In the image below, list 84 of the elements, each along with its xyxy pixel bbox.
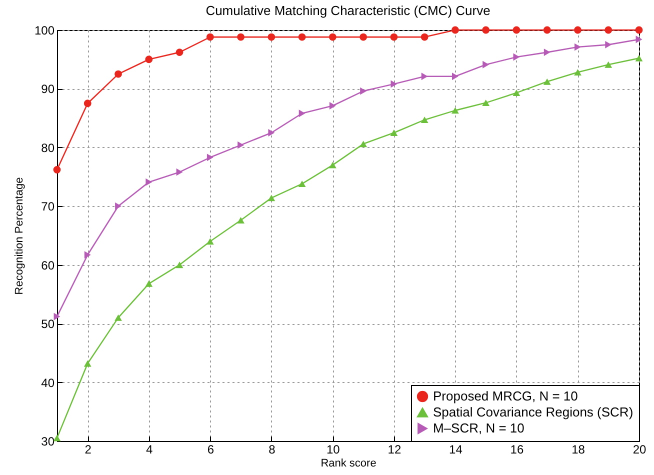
- point: [206, 154, 214, 162]
- point: [329, 102, 336, 110]
- point: [268, 194, 276, 202]
- point: [176, 168, 183, 176]
- legend-label: Proposed MRCG, N = 10: [433, 388, 578, 404]
- x-tick-label: 12: [388, 442, 402, 456]
- point: [512, 90, 520, 96]
- point: [360, 140, 368, 148]
- y-tick-label: 40: [41, 376, 55, 390]
- point: [421, 72, 428, 80]
- point: [146, 178, 152, 186]
- point: [115, 202, 122, 210]
- x-tick-label: 8: [268, 442, 276, 456]
- y-tick-label: 30: [41, 434, 55, 448]
- point: [206, 238, 214, 245]
- point: [420, 116, 428, 124]
- point: [84, 251, 91, 259]
- point: [512, 26, 520, 34]
- point: [298, 110, 306, 118]
- point: [482, 60, 490, 68]
- point: [482, 100, 490, 106]
- point: [176, 262, 184, 268]
- x-tick-label: 2: [84, 442, 92, 456]
- y-tick-label: 100: [34, 24, 55, 38]
- point: [176, 48, 184, 56]
- point: [543, 78, 551, 85]
- point: [574, 69, 582, 76]
- x-tick-label: 18: [572, 442, 586, 456]
- point: [53, 434, 61, 442]
- point: [452, 72, 458, 80]
- point: [298, 180, 306, 188]
- point: [360, 87, 367, 95]
- y-axis-title: Recognition Percentage: [13, 177, 26, 295]
- point: [604, 26, 612, 34]
- y-tick-label: 90: [41, 82, 55, 96]
- point: [513, 53, 520, 61]
- y-tick-label: 80: [41, 140, 55, 155]
- x-tick-label: 6: [207, 442, 214, 456]
- point: [452, 107, 459, 114]
- point: [360, 33, 368, 41]
- x-tick-label: 10: [326, 442, 340, 456]
- x-tick-label: 20: [632, 442, 646, 456]
- point: [53, 166, 61, 174]
- x-axis-title: Rank score: [320, 458, 376, 470]
- point: [54, 312, 60, 320]
- point: [574, 43, 581, 51]
- point: [237, 33, 244, 41]
- point: [543, 26, 551, 34]
- point: [420, 33, 428, 41]
- point: [636, 36, 642, 44]
- point: [268, 129, 275, 136]
- point: [452, 26, 459, 34]
- legend-label: M–SCR, N = 10: [433, 420, 524, 436]
- point: [328, 162, 336, 168]
- point: [390, 33, 398, 41]
- point: [390, 80, 398, 88]
- chart-title: Cumulative Matching Characteristic (CMC) Curve: [206, 3, 490, 18]
- point: [84, 360, 92, 367]
- legend-label: Spatial Covariance Regions (SCR): [433, 404, 634, 420]
- point: [328, 33, 336, 41]
- point: [238, 141, 244, 149]
- y-tick-label: 70: [41, 200, 55, 214]
- point: [114, 70, 122, 78]
- point: [390, 130, 398, 136]
- point: [268, 33, 276, 41]
- point: [298, 33, 306, 41]
- point: [482, 26, 490, 34]
- x-tick-label: 14: [449, 442, 463, 456]
- point: [635, 54, 643, 62]
- point: [145, 280, 153, 287]
- y-tick-label: 50: [41, 317, 55, 332]
- x-tick-label: 16: [510, 442, 524, 456]
- x-tick-label: 4: [146, 442, 154, 456]
- point: [114, 314, 122, 321]
- point: [145, 56, 153, 64]
- point: [206, 33, 214, 41]
- point: [84, 100, 92, 108]
- point: [635, 26, 643, 34]
- point: [574, 26, 582, 34]
- y-tick-label: 60: [41, 258, 55, 272]
- point: [604, 61, 612, 68]
- point: [605, 40, 612, 48]
- point: [237, 217, 244, 224]
- point: [544, 48, 550, 56]
